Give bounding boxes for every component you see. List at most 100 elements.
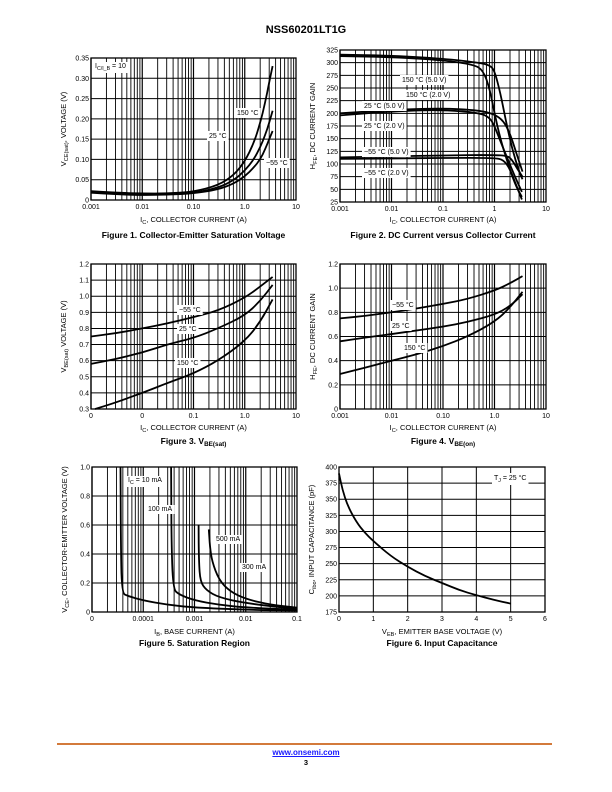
annotation-bg bbox=[240, 563, 269, 572]
y-tick-label: 75 bbox=[330, 174, 338, 181]
y-tick-label: 0 bbox=[85, 198, 89, 205]
annotation-label: −55 °C bbox=[392, 301, 414, 309]
y-tick-label: 0.10 bbox=[75, 157, 89, 164]
chart-fig2: 0.001 0.01 0.1 1 10 25 50 75 100 125 150 175 200 225 2… bbox=[308, 48, 550, 241]
x-axis-label: VEB​, EMITTER BASE VOLTAGE (V) bbox=[382, 627, 503, 638]
footer-divider bbox=[57, 743, 552, 745]
annotation-bg bbox=[175, 358, 201, 368]
annotation-label: 150 °C (5.0 V) bbox=[402, 76, 446, 84]
annotation-label: 25 °C bbox=[392, 322, 410, 330]
annotation-bg bbox=[207, 131, 229, 141]
x-tick-label: 0.1 bbox=[189, 413, 199, 420]
y-axis-label: HFE​, DC CURRENT GAIN bbox=[308, 293, 319, 380]
y-tick-label: 200 bbox=[326, 111, 338, 118]
chart-fig3: 0 0 0.1 1.0 10 0.3 0.4 0.5 0.6 0.7 0.8 0.9 1.0 1.1 1.2… bbox=[59, 262, 300, 449]
annotation-bg bbox=[362, 121, 407, 131]
y-tick-label: 0.9 bbox=[79, 310, 89, 317]
figure-caption: Figure 1. Collector-Emitter Saturation V… bbox=[102, 230, 286, 240]
y-tick-label: 1.0 bbox=[80, 465, 90, 472]
annotation-label: IC​ = 10 mA bbox=[128, 477, 162, 486]
series-line bbox=[90, 130, 274, 196]
y-tick-label: 200 bbox=[325, 593, 337, 600]
chart-fig5: 0 0.0001 0.001 0.01 0.1 0 0.2 0.4 0.6 0.8 1.0 IB​, … bbox=[60, 465, 302, 649]
y-tick-label: 300 bbox=[326, 60, 338, 67]
annotation-bg bbox=[264, 158, 290, 168]
x-tick-label: 0.001 bbox=[186, 616, 204, 623]
annotation-bg bbox=[390, 321, 412, 331]
annotation-bg bbox=[146, 505, 175, 514]
x-tick-label: 0.0001 bbox=[133, 616, 155, 623]
annotation-bg bbox=[235, 108, 261, 118]
y-tick-label: 175 bbox=[326, 124, 338, 131]
annotation-label: 150 °C bbox=[237, 109, 258, 117]
y-tick-label: 1.0 bbox=[79, 294, 89, 301]
y-tick-label: 0.35 bbox=[75, 56, 89, 63]
annotation-label: IC/I_B​ = 10 bbox=[95, 63, 126, 72]
y-tick-label: 0.20 bbox=[75, 116, 89, 123]
x-tick-label: 6 bbox=[543, 616, 547, 623]
series-line bbox=[339, 157, 523, 200]
x-tick-label: 10 bbox=[292, 413, 300, 420]
x-tick-label: 0.001 bbox=[331, 206, 349, 213]
y-tick-label: 250 bbox=[325, 561, 337, 568]
figure-caption: Figure 2. DC Current versus Collector Cu… bbox=[350, 230, 535, 240]
y-tick-label: 0.6 bbox=[80, 523, 90, 530]
annotation-label: −55 °C bbox=[179, 306, 201, 314]
website-link[interactable]: www.onsemi.com bbox=[272, 748, 340, 757]
x-tick-label: 0.1 bbox=[292, 616, 302, 623]
x-axis-label: IC​, COLLECTOR CURRENT (A) bbox=[390, 423, 497, 434]
grid bbox=[338, 466, 546, 613]
x-tick-label: 0.01 bbox=[385, 413, 399, 420]
y-tick-label: 1.2 bbox=[328, 262, 338, 269]
y-tick-label: 100 bbox=[326, 162, 338, 169]
annotation-label: −55 °C (2.0 V) bbox=[364, 169, 409, 177]
y-tick-label: 0.15 bbox=[75, 137, 89, 144]
y-axis-label: VCE(sat)​, VOLTAGE (V) bbox=[59, 91, 70, 166]
x-tick-label: 1 bbox=[371, 616, 375, 623]
y-axis-label: VCE​, COLLECTOR-EMITTER VOLTAGE (V) bbox=[60, 466, 71, 613]
annotation-bg bbox=[402, 343, 428, 353]
y-tick-label: 0.4 bbox=[80, 552, 90, 559]
y-tick-label: 0.8 bbox=[328, 310, 338, 317]
y-tick-label: 225 bbox=[326, 98, 338, 105]
chart-fig1: 0.001 0.01 0.10 1.0 10 0 0.05 0.10 0.15 0.20 0.25 0… bbox=[59, 56, 300, 241]
x-tick-label: 2 bbox=[406, 616, 410, 623]
x-tick-label: 0.001 bbox=[82, 204, 100, 211]
series-line bbox=[90, 276, 274, 338]
y-tick-label: 50 bbox=[330, 187, 338, 194]
y-tick-label: 125 bbox=[326, 149, 338, 156]
annotation-label: 150 °C bbox=[177, 359, 198, 367]
annotation-label: 300 mA bbox=[242, 564, 266, 571]
document-title: NSS60201LT1G bbox=[265, 24, 347, 36]
y-tick-label: 1.0 bbox=[328, 286, 338, 293]
series-line bbox=[207, 529, 298, 609]
plot-frame bbox=[339, 49, 547, 203]
annotation-label: 25 °C (5.0 V) bbox=[364, 102, 405, 110]
series-line bbox=[339, 293, 524, 343]
x-tick-label: 0.01 bbox=[239, 616, 253, 623]
y-tick-label: 0.7 bbox=[79, 342, 89, 349]
x-tick-label: 0 bbox=[140, 413, 144, 420]
annotation-bg bbox=[492, 473, 529, 485]
x-tick-label: 10 bbox=[542, 413, 550, 420]
y-tick-label: 150 bbox=[326, 136, 338, 143]
annotation-bg bbox=[404, 90, 453, 100]
y-tick-label: 0.05 bbox=[75, 177, 89, 184]
x-tick-label: 3 bbox=[440, 616, 444, 623]
chart-fig4: 0.001 0.01 0.10 1.0 10 0 0.2 0.4 0.6 0.8 1.0 1.2 IC​… bbox=[308, 262, 550, 449]
x-tick-label: 0 bbox=[90, 616, 94, 623]
y-tick-label: 0.6 bbox=[79, 358, 89, 365]
y-tick-label: 0.8 bbox=[80, 494, 90, 501]
annotation-label: 500 mA bbox=[216, 536, 240, 543]
annotation-bg bbox=[177, 324, 199, 334]
y-tick-label: 0 bbox=[334, 407, 338, 414]
x-axis-label: IC​, COLLECTOR CURRENT (A) bbox=[390, 215, 497, 226]
y-tick-label: 300 bbox=[325, 529, 337, 536]
y-tick-label: 250 bbox=[326, 86, 338, 93]
annotation-label: 150 °C (2.0 V) bbox=[406, 91, 450, 99]
x-tick-label: 0.01 bbox=[135, 204, 149, 211]
x-tick-label: 0.1 bbox=[438, 206, 448, 213]
x-tick-label: 1.0 bbox=[240, 204, 250, 211]
plot-frame bbox=[91, 466, 298, 613]
